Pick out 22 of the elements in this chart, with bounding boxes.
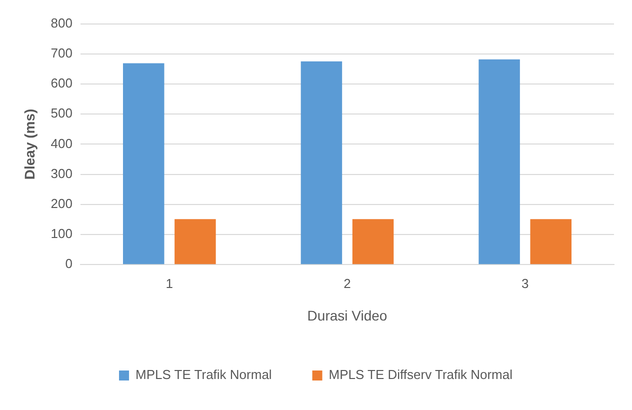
bar [300,61,342,264]
bar [478,59,520,264]
x-tick-label: 2 [344,276,351,291]
bar [174,219,216,264]
y-tick-label: 800 [50,15,72,30]
y-tick-label: 400 [50,136,72,151]
y-tick-label: 300 [50,166,72,181]
bar [530,219,572,264]
y-tick-label: 100 [50,226,72,242]
y-tick-label: 200 [50,196,72,211]
x-tick-label: 3 [521,276,529,291]
x-axis-title: Durasi Video [307,307,388,324]
bar [122,63,164,264]
y-tick-label: 500 [50,106,72,121]
x-tick-label: 1 [166,276,174,291]
y-tick-label: 700 [50,45,72,60]
y-tick-label: 600 [50,76,72,91]
legend-label: MPLS TE Diffserv Trafik Normal [328,367,513,382]
y-tick-label: 0 [65,256,72,272]
bar [352,219,394,264]
legend-label: MPLS TE Trafik Normal [136,367,272,382]
y-axis-title: Dleay (ms) [21,108,38,180]
